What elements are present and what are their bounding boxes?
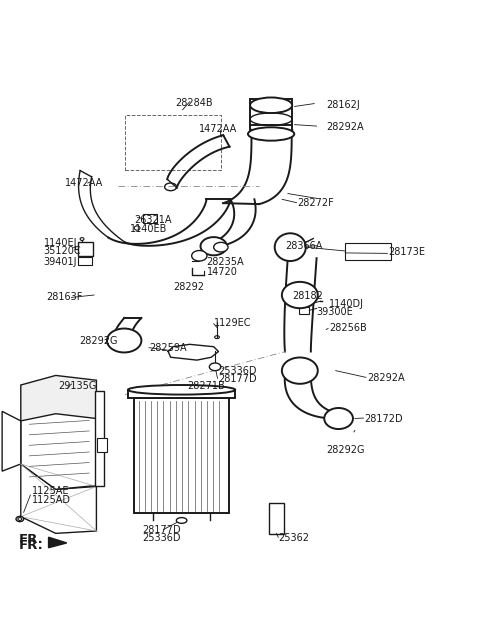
Polygon shape — [21, 464, 96, 534]
Text: 28292G: 28292G — [326, 445, 365, 455]
Text: 35120C: 35120C — [44, 246, 82, 256]
Text: 1125AD: 1125AD — [32, 495, 71, 505]
Text: 28292: 28292 — [173, 282, 204, 292]
Bar — [250, 99, 292, 125]
Text: 28172D: 28172D — [364, 413, 403, 424]
Text: 39401J: 39401J — [44, 256, 77, 266]
Text: 26321A: 26321A — [135, 215, 172, 225]
Text: 28271B: 28271B — [187, 381, 225, 391]
Text: 1140EJ: 1140EJ — [44, 238, 77, 248]
Ellipse shape — [176, 518, 187, 523]
Text: 28259A: 28259A — [149, 343, 187, 353]
Text: 25336D: 25336D — [218, 366, 257, 376]
Bar — [96, 391, 104, 487]
Ellipse shape — [324, 408, 353, 429]
Ellipse shape — [128, 385, 235, 394]
Text: 28292A: 28292A — [367, 373, 405, 383]
Text: 28284B: 28284B — [175, 97, 213, 107]
Ellipse shape — [275, 233, 306, 261]
Bar — [78, 257, 92, 265]
Ellipse shape — [192, 251, 207, 261]
Ellipse shape — [16, 516, 24, 522]
Text: 28182: 28182 — [293, 291, 324, 301]
Text: 1125AE: 1125AE — [32, 487, 69, 496]
Ellipse shape — [250, 97, 292, 113]
Text: 28272F: 28272F — [298, 198, 334, 208]
Ellipse shape — [209, 363, 221, 371]
Text: 14720: 14720 — [206, 267, 238, 277]
Text: 1472AA: 1472AA — [65, 178, 104, 188]
Text: 1129EC: 1129EC — [214, 318, 251, 328]
Text: 1140DJ: 1140DJ — [329, 299, 364, 308]
Text: 25362: 25362 — [278, 533, 309, 543]
Ellipse shape — [248, 127, 294, 141]
Text: 28292A: 28292A — [326, 121, 364, 132]
Ellipse shape — [282, 282, 318, 308]
Text: 28162J: 28162J — [326, 100, 360, 110]
Text: 25336D: 25336D — [142, 533, 180, 543]
Bar — [125, 114, 221, 170]
Ellipse shape — [107, 329, 142, 352]
Text: 28256B: 28256B — [329, 322, 367, 333]
Bar — [345, 243, 391, 259]
Text: 28163F: 28163F — [46, 293, 83, 303]
Text: 1140EB: 1140EB — [130, 225, 168, 235]
Ellipse shape — [282, 357, 318, 384]
Text: 28177D: 28177D — [218, 374, 257, 384]
Bar — [97, 438, 107, 452]
Ellipse shape — [214, 242, 228, 252]
Text: FR.: FR. — [19, 539, 44, 552]
Polygon shape — [48, 537, 67, 548]
Text: 28235A: 28235A — [206, 257, 244, 267]
Polygon shape — [21, 375, 96, 457]
Text: 39300E: 39300E — [317, 307, 353, 317]
Text: FR.: FR. — [19, 533, 44, 546]
Bar — [269, 503, 284, 534]
Text: 1472AA: 1472AA — [199, 124, 238, 134]
Bar — [299, 307, 310, 314]
Ellipse shape — [134, 226, 140, 230]
Text: 28177D: 28177D — [142, 525, 180, 535]
Bar — [144, 214, 157, 223]
Bar — [134, 398, 229, 513]
Bar — [128, 390, 235, 398]
Text: 29135G: 29135G — [58, 381, 96, 391]
Text: 28173E: 28173E — [388, 247, 425, 257]
Polygon shape — [21, 414, 96, 489]
Polygon shape — [2, 411, 21, 471]
Bar — [78, 242, 93, 256]
Text: 28292G: 28292G — [80, 336, 118, 346]
Text: 28366A: 28366A — [286, 241, 323, 251]
Ellipse shape — [201, 237, 227, 255]
